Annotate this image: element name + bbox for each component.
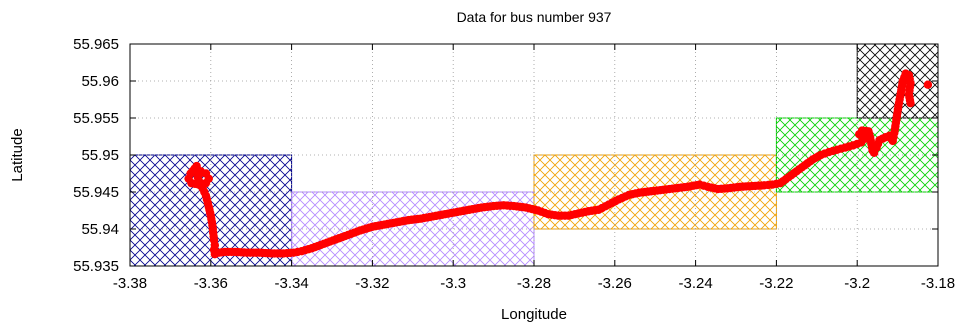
x-tick-label: -3.18 (921, 275, 955, 292)
grid-lines (130, 44, 938, 266)
x-axis-ticks: -3.38 -3.36 -3.34 -3.32 -3.3 -3.28 -3.26 -3.24 -… (113, 44, 955, 292)
x-tick-label: -3.3 (440, 275, 466, 292)
x-tick-label: -3.26 (598, 275, 632, 292)
y-tick-label: 55.965 (73, 36, 119, 53)
x-tick-label: -3.24 (678, 275, 712, 292)
y-tick-label: 55.935 (73, 258, 119, 275)
y-tick-label: 55.96 (81, 73, 119, 90)
x-tick-label: -3.34 (274, 275, 308, 292)
chart-title: Data for bus number 937 (457, 9, 612, 25)
bus-track-points (184, 69, 933, 259)
y-tick-label: 55.955 (73, 110, 119, 127)
x-tick-label: -3.38 (113, 275, 147, 292)
y-tick-label: 55.945 (73, 184, 119, 201)
x-tick-label: -3.22 (759, 275, 793, 292)
y-tick-label: 55.94 (81, 221, 119, 238)
x-axis-label: Longitude (501, 306, 567, 323)
x-tick-label: -3.36 (194, 275, 228, 292)
x-tick-label: -3.32 (355, 275, 389, 292)
x-tick-label: -3.28 (517, 275, 551, 292)
y-tick-label: 55.95 (81, 147, 119, 164)
y-axis-label: Latitude (9, 128, 26, 181)
track-point (906, 99, 915, 108)
y-axis-ticks: 55.935 55.94 55.945 55.95 55.955 55.96 55.965 (73, 36, 938, 275)
region-box-3 (775, 117, 939, 193)
track-point (923, 80, 933, 89)
x-tick-label: -3.2 (844, 275, 870, 292)
